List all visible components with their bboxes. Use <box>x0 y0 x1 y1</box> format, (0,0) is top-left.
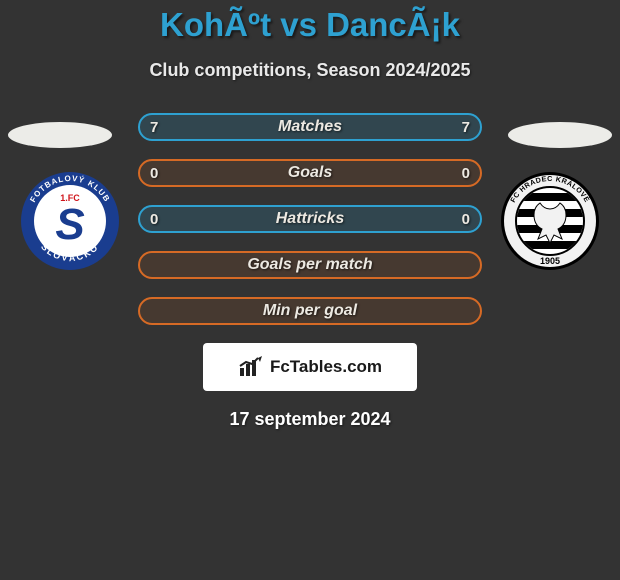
row-gpm-label: Goals per match <box>247 256 372 274</box>
svg-text:1905: 1905 <box>540 256 560 266</box>
brand-box: FcTables.com <box>203 343 417 391</box>
stats-rows: 7 Matches 7 0 Goals 0 0 Hattricks 0 Goal… <box>138 113 482 325</box>
row-hattricks-label: Hattricks <box>276 210 344 228</box>
row-matches-label: Matches <box>278 118 342 136</box>
row-matches-right: 7 <box>462 115 470 139</box>
row-hattricks-left: 0 <box>150 207 158 231</box>
page-title: KohÃºt vs DancÃ¡k <box>0 0 620 44</box>
row-hattricks: 0 Hattricks 0 <box>138 205 482 233</box>
row-matches-left: 7 <box>150 115 158 139</box>
crest-left: FOTBALOVÝ KLUB SLOVÁCKO 1.FC S <box>20 171 120 271</box>
row-hattricks-right: 0 <box>462 207 470 231</box>
row-min-per-goal: Min per goal <box>138 297 482 325</box>
crest-left-icon: FOTBALOVÝ KLUB SLOVÁCKO 1.FC S <box>20 171 120 271</box>
brand-chart-icon <box>238 356 264 378</box>
row-mpg-label: Min per goal <box>263 302 357 320</box>
row-matches: 7 Matches 7 <box>138 113 482 141</box>
shadow-ellipse-left <box>8 122 112 148</box>
crest-right-icon: FC HRADEC KRÁLOVÉ 1905 <box>500 171 600 271</box>
row-goals-left: 0 <box>150 161 158 185</box>
date-text: 17 september 2024 <box>0 409 620 430</box>
row-goals: 0 Goals 0 <box>138 159 482 187</box>
brand-text: FcTables.com <box>270 357 382 377</box>
svg-text:S: S <box>55 200 84 249</box>
row-goals-right: 0 <box>462 161 470 185</box>
row-goals-per-match: Goals per match <box>138 251 482 279</box>
row-goals-label: Goals <box>288 164 332 182</box>
crest-right: FC HRADEC KRÁLOVÉ 1905 <box>500 171 600 271</box>
subtitle: Club competitions, Season 2024/2025 <box>0 60 620 81</box>
shadow-ellipse-right <box>508 122 612 148</box>
